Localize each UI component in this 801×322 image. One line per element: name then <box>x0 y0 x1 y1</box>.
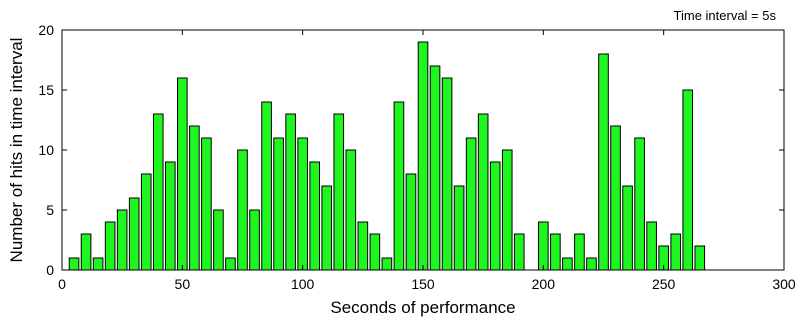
y-axis-label: Number of hits in time interval <box>7 38 26 263</box>
bar-135 <box>381 257 393 271</box>
bar-105 <box>309 161 321 271</box>
bar-240 <box>634 137 645 271</box>
bar-220 <box>586 257 597 271</box>
x-tick-label-300: 300 <box>772 276 796 292</box>
bar-25 <box>116 209 128 271</box>
bar-75 <box>237 149 248 271</box>
bar-65 <box>213 209 224 271</box>
x-tick-label-50: 50 <box>175 276 191 292</box>
time-interval-annotation: Time interval = 5s <box>674 8 777 23</box>
bar-155 <box>429 65 441 271</box>
y-tick-label-20: 20 <box>38 22 54 38</box>
bar-235 <box>622 185 633 271</box>
bar-10 <box>80 233 92 271</box>
bar-60 <box>201 137 212 271</box>
bar-150 <box>417 41 429 271</box>
bar-30 <box>128 197 140 271</box>
ticks-group: 0 50 100 150 200 250 300 0 5 10 15 20 <box>38 22 795 292</box>
bar-210 <box>562 257 573 271</box>
x-tick-label-150: 150 <box>411 276 435 292</box>
bar-180 <box>489 161 501 271</box>
y-tick-label-5: 5 <box>46 202 54 218</box>
bar-125 <box>357 221 369 271</box>
bar-255 <box>670 233 682 271</box>
bar-110 <box>321 185 333 271</box>
bar-145 <box>405 173 417 271</box>
y-tick-label-10: 10 <box>38 142 54 158</box>
bar-70 <box>225 257 236 271</box>
bar-185 <box>501 149 513 271</box>
bar-260 <box>682 89 694 271</box>
bar-175 <box>477 113 489 271</box>
bar-130 <box>369 233 381 271</box>
bar-120 <box>345 149 357 271</box>
x-axis-label: Seconds of performance <box>330 298 515 317</box>
bar-100 <box>297 137 308 271</box>
x-tick-label-100: 100 <box>291 276 315 292</box>
bar-5 <box>68 257 80 271</box>
bar-45 <box>164 161 176 271</box>
x-tick-label-0: 0 <box>58 276 66 292</box>
y-tick-label-15: 15 <box>38 82 54 98</box>
bars-group <box>68 41 706 271</box>
bar-160 <box>441 77 453 271</box>
bar-55 <box>189 125 200 271</box>
bar-40 <box>152 113 164 271</box>
bar-205 <box>550 233 561 271</box>
bar-200 <box>538 221 549 271</box>
bar-15 <box>92 257 104 271</box>
bar-225 <box>598 53 609 271</box>
bar-245 <box>646 221 657 271</box>
bar-80 <box>249 209 260 271</box>
bar-170 <box>465 137 477 271</box>
bar-115 <box>333 113 345 271</box>
bar-35 <box>140 173 152 271</box>
plot-frame <box>61 29 785 271</box>
bar-190 <box>513 233 525 271</box>
x-tick-label-200: 200 <box>532 276 556 292</box>
bar-20 <box>104 221 116 271</box>
bar-230 <box>610 125 621 271</box>
bar-140 <box>393 101 405 271</box>
bar-50 <box>177 77 188 271</box>
bar-90 <box>273 137 284 271</box>
bar-85 <box>261 101 272 271</box>
bar-215 <box>574 233 585 271</box>
y-tick-label-0: 0 <box>46 262 54 278</box>
bar-165 <box>453 185 465 271</box>
bar-95 <box>285 113 296 271</box>
x-tick-label-250: 250 <box>652 276 676 292</box>
bar-265 <box>694 245 706 271</box>
